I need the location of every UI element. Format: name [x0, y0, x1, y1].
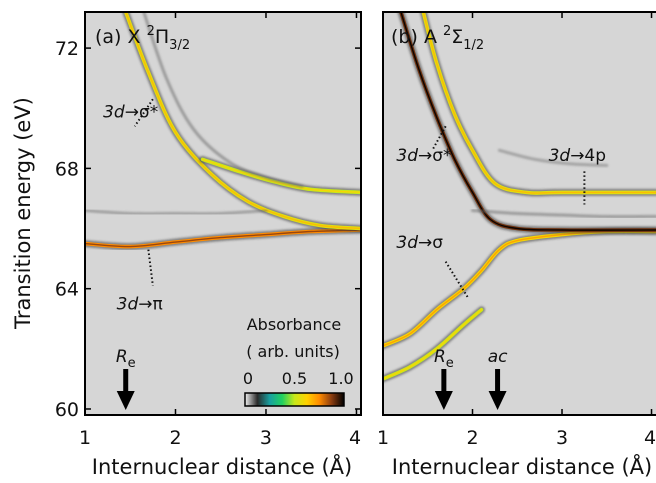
x-tick-label: 2: [466, 427, 478, 449]
transition-label: 3d→4p: [549, 146, 606, 166]
panel-a-annotations: 3d→σ* 3d→π Re: [103, 98, 163, 410]
panel-b-annotations: 3d→σ* 3d→4p 3d→σ Re ac: [396, 125, 606, 410]
x-axis-title-a: Internuclear distance (Å): [92, 453, 352, 479]
absorption-trace: [383, 306, 485, 383]
absorption-trace: [142, 12, 304, 188]
marker-arrow-head: [116, 391, 135, 410]
panel-b-title: (b) A 2Σ1/2: [391, 24, 484, 53]
distance-marker: Re: [116, 347, 136, 410]
marker-label: Re: [434, 347, 454, 371]
colorbar-subtitle: ( arb. units): [246, 342, 340, 361]
y-tick-label: 68: [55, 158, 79, 180]
panel-b-ticks: 1 2 3 4: [377, 12, 656, 449]
absorption-trace: [471, 209, 656, 219]
absorption-trace: [122, 12, 361, 232]
absorption-trace: [199, 155, 361, 196]
y-tick-label: 60: [55, 399, 79, 421]
marker-label: ac: [488, 347, 508, 367]
absorption-trace: [497, 148, 609, 167]
panel-b: 3d→σ* 3d→4p 3d→σ Re ac 1 2 3 4 (b) A 2Σ1/2: [377, 11, 656, 449]
distance-marker: ac: [488, 347, 508, 410]
x-tick-label: 3: [260, 427, 272, 449]
y-axis-title: Transition energy (eV): [11, 97, 35, 330]
transition-label: 3d→σ*: [103, 102, 158, 122]
panel-a-title: (a) X 2Π3/2: [95, 24, 190, 53]
x-tick-label: 2: [169, 427, 181, 449]
marker-label: Re: [116, 347, 136, 371]
absorption-trace: [419, 12, 656, 197]
panel-a-ticks: 1 2 3 4 60 64 68 72: [55, 12, 361, 449]
y-tick-label: 72: [55, 38, 79, 60]
colorbar-gradient: [244, 392, 345, 407]
annotation-leader: [431, 125, 447, 151]
x-tick-label: 1: [377, 427, 389, 449]
colorbar-tick-label: 0: [243, 369, 253, 388]
marker-arrow-head: [488, 391, 507, 410]
panel-a-traces: [85, 12, 361, 251]
transition-label: 3d→σ*: [396, 146, 451, 166]
absorption-trace: [85, 226, 361, 251]
y-tick-label: 64: [55, 279, 79, 301]
marker-arrow-shaft: [123, 369, 129, 393]
colorbar: Absorbance ( arb. units) 0 0.5 1.0: [243, 315, 354, 407]
panel-b-traces: [383, 12, 656, 383]
x-tick-label: 3: [556, 427, 568, 449]
panel-a: 3d→σ* 3d→π Re 1 2 3 4 60 64 68 72 (a) X 2Π3/2 Abs…: [55, 11, 362, 449]
distance-marker: Re: [434, 347, 454, 410]
marker-arrow-shaft: [441, 369, 447, 393]
marker-arrow-head: [434, 391, 453, 410]
colorbar-title: Absorbance: [247, 315, 342, 334]
x-tick-label: 4: [644, 427, 656, 449]
panel-a-frame: [84, 11, 362, 416]
marker-arrow-shaft: [495, 369, 501, 393]
absorption-trace: [397, 12, 656, 234]
x-tick-label: 1: [79, 427, 91, 449]
transition-label: 3d→σ: [396, 233, 443, 253]
x-tick-label: 4: [349, 427, 361, 449]
transition-label: 3d→π: [117, 295, 163, 315]
panel-b-frame: [382, 11, 656, 416]
colorbar-tick-label: 1.0: [328, 369, 353, 388]
annotation-leader: [133, 98, 154, 127]
colorbar-ticks: 0 0.5 1.0: [243, 369, 354, 388]
colorbar-tick-label: 0.5: [282, 369, 307, 388]
x-axis-title-b: Internuclear distance (Å): [392, 453, 652, 479]
annotation-leader: [444, 261, 469, 299]
absorption-trace: [85, 209, 268, 216]
